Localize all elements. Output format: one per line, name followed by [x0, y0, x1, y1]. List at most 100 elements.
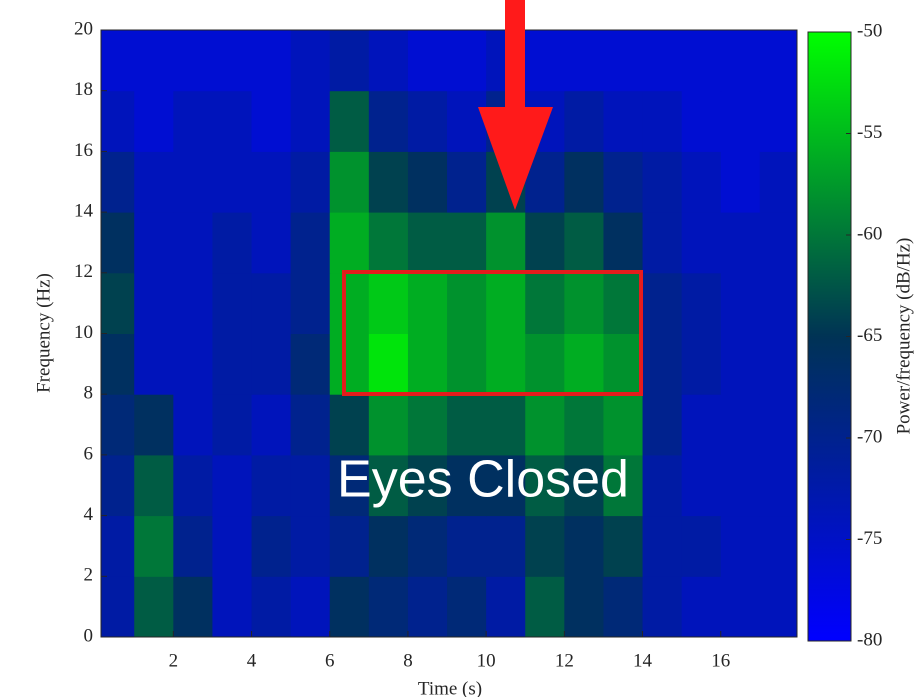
heatmap-cell [369, 334, 409, 395]
y-tick-label: 4 [84, 504, 94, 525]
heatmap-cell [212, 151, 252, 212]
heatmap-cell [369, 91, 409, 152]
heatmap-cell [564, 30, 604, 91]
heatmap-cell [408, 334, 448, 395]
heatmap-cell [721, 151, 761, 212]
heatmap-cell [173, 455, 213, 516]
heatmap-cell [252, 273, 292, 334]
heatmap-cell [291, 576, 331, 637]
heatmap-cell [643, 576, 683, 637]
heatmap-cell [682, 334, 722, 395]
heatmap-cell [408, 91, 448, 152]
heatmap-cell [173, 30, 213, 91]
heatmap-cell [330, 30, 370, 91]
heatmap-cell [134, 394, 174, 455]
heatmap-cell [291, 30, 331, 91]
heatmap-cell [682, 212, 722, 273]
heatmap-cell [564, 91, 604, 152]
heatmap-cell [682, 30, 722, 91]
colorbar-tick-label: -75 [857, 528, 882, 549]
heatmap-cell [173, 576, 213, 637]
heatmap-cell [330, 576, 370, 637]
heatmap-cell [525, 334, 565, 395]
heatmap-cell [291, 151, 331, 212]
x-tick-label: 14 [633, 650, 653, 671]
heatmap-cell [369, 516, 409, 577]
heatmap-cell [134, 151, 174, 212]
heatmap-cell [564, 394, 604, 455]
heatmap-cell [682, 455, 722, 516]
heatmap-cell [291, 273, 331, 334]
heatmap-cell [330, 334, 370, 395]
heatmap-cell [330, 91, 370, 152]
x-tick-label: 4 [247, 650, 257, 671]
heatmap-cell [760, 334, 800, 395]
heatmap-cell [564, 212, 604, 273]
y-tick-label: 8 [84, 383, 94, 404]
heatmap-cell [564, 273, 604, 334]
heatmap-cell [134, 30, 174, 91]
heatmap-cell [603, 30, 643, 91]
heatmap-cell [603, 516, 643, 577]
heatmap-cell [330, 212, 370, 273]
heatmap-cell [486, 394, 526, 455]
x-tick-label: 10 [477, 650, 496, 671]
heatmap-cell [564, 516, 604, 577]
heatmap-cell [603, 334, 643, 395]
heatmap-cell [330, 273, 370, 334]
heatmap-cell [330, 394, 370, 455]
heatmap-cell [760, 516, 800, 577]
heatmap-cell [252, 576, 292, 637]
y-tick-label: 14 [74, 200, 94, 221]
heatmap-cell [447, 30, 487, 91]
heatmap-cell [721, 91, 761, 152]
heatmap-cell [173, 212, 213, 273]
heatmap-cell [564, 151, 604, 212]
heatmap-cell [252, 30, 292, 91]
heatmap-cell [682, 394, 722, 455]
heatmap-cell [721, 30, 761, 91]
heatmap-cell [134, 91, 174, 152]
heatmap-cell [212, 212, 252, 273]
colorbar-tick-label: -70 [857, 426, 882, 447]
heatmap-cell [682, 151, 722, 212]
annotation: Eyes Closed [337, 451, 629, 509]
heatmap-cell [173, 91, 213, 152]
heatmap-cell [252, 516, 292, 577]
heatmap-cell [447, 394, 487, 455]
heatmap-cell [291, 91, 331, 152]
heatmap-cell [212, 334, 252, 395]
x-axis-label: Time (s) [418, 678, 482, 697]
y-tick-label: 10 [74, 322, 93, 343]
x-tick-label: 12 [555, 650, 574, 671]
colorbar-tick-label: -65 [857, 325, 882, 346]
heatmap-cell [173, 394, 213, 455]
chart: Frequency (Hz) Power/frequency (dB/Hz) T… [0, 0, 916, 697]
y-tick-label: 0 [84, 625, 94, 646]
heatmap-cell [643, 151, 683, 212]
heatmap-cell [212, 516, 252, 577]
heatmap-cell [643, 334, 683, 395]
heatmap-cell [291, 455, 331, 516]
heatmap-cell [252, 455, 292, 516]
heatmap-cell [291, 334, 331, 395]
heatmap-cell [330, 151, 370, 212]
heatmap-cell [643, 212, 683, 273]
heatmap-cell [252, 394, 292, 455]
heatmap-cell [721, 273, 761, 334]
y-tick-label: 6 [84, 443, 94, 464]
heatmap-cell [643, 455, 683, 516]
y-tick-label: 18 [74, 79, 93, 100]
heatmap-cell [682, 91, 722, 152]
heatmap-cell [760, 30, 800, 91]
heatmap-cell [721, 576, 761, 637]
heatmap-cell [134, 273, 174, 334]
heatmap-cell [682, 576, 722, 637]
heatmap-cell [134, 576, 174, 637]
heatmap-cell [447, 212, 487, 273]
heatmap-cell [525, 576, 565, 637]
heatmap-cell [212, 30, 252, 91]
heatmap-cell [760, 455, 800, 516]
x-tick-label: 2 [169, 650, 179, 671]
heatmap-cell [721, 212, 761, 273]
